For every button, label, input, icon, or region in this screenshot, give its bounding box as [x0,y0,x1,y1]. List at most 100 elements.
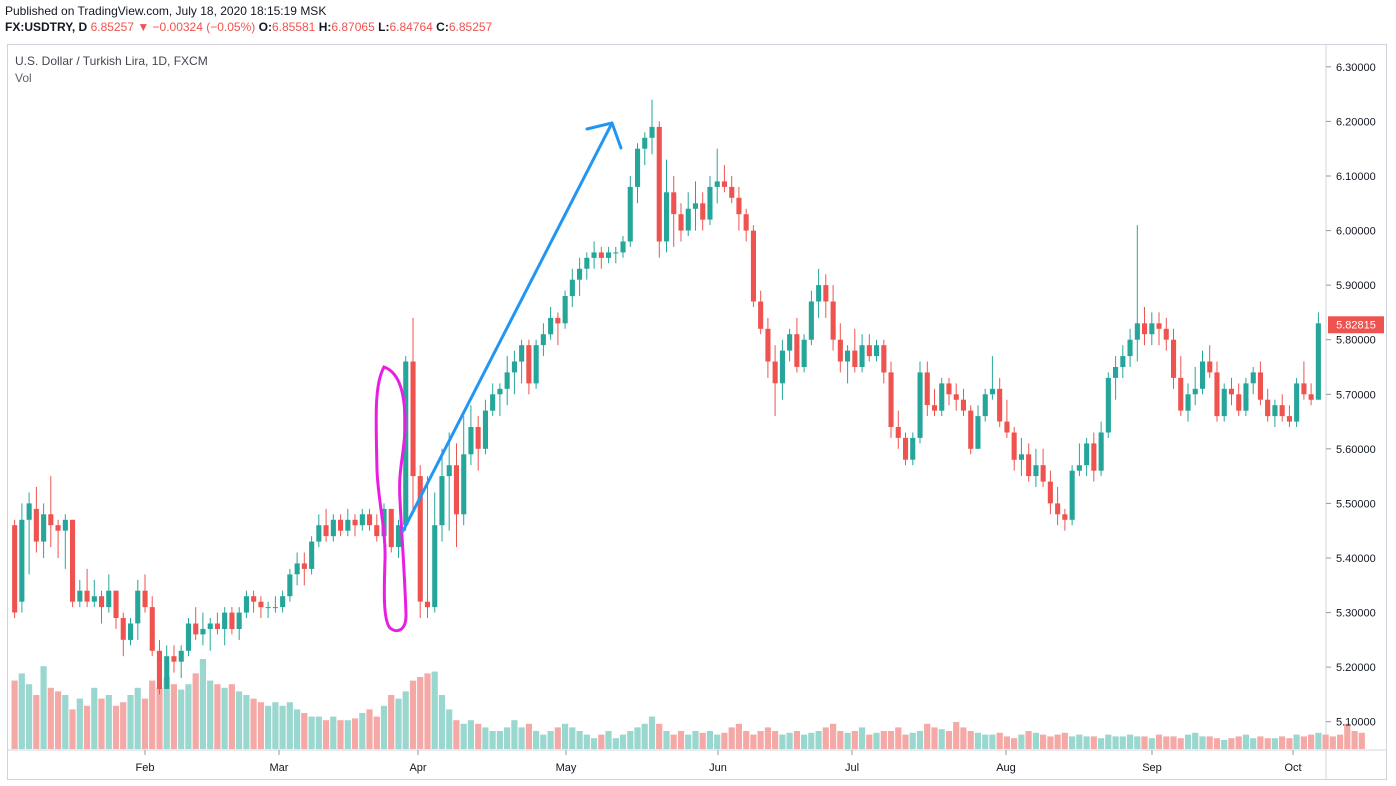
volume-bar [163,677,170,749]
candle-body [309,541,315,569]
candle-body [895,427,901,438]
volume-bar [315,716,322,749]
candle-body [178,650,184,662]
volume-bar [323,720,330,749]
volume-bar [533,731,540,749]
candle-body [374,525,380,537]
price-tag-group: 5.82815 [1328,316,1384,334]
candle-body [1214,372,1220,417]
volume-bar [156,687,163,749]
volume-bar [1177,738,1184,749]
volume-bar [1242,734,1249,749]
volume-bar [424,673,431,749]
volume-bar [1264,738,1271,749]
candle-body [1040,465,1046,482]
volume-bar [1112,736,1119,749]
volume-bar [120,702,127,749]
volume-bar [822,727,829,749]
candle-body [758,301,764,329]
volume-bar [170,684,177,749]
candle-body [1236,394,1242,411]
volume-bar [1351,731,1358,749]
volume-bar [149,680,156,749]
volume-bar [757,731,764,749]
candle-body [1178,377,1184,411]
volume-bar [663,731,670,749]
volume-bar [134,687,141,749]
candle-body [577,268,583,280]
volume-bar [467,720,474,749]
volume-bar [1054,734,1061,749]
volume-bar [1047,736,1054,749]
volume-bar [475,723,482,749]
candle-body [852,350,858,367]
candle-body [816,285,822,302]
volume-bar [1235,736,1242,749]
time-tick-label: Apr [409,762,426,774]
candle-body [504,372,510,389]
volume-bar [1076,734,1083,749]
candle-body [932,405,938,411]
candle-body [1286,416,1292,422]
candle-body [490,394,496,411]
candle-body [482,410,488,449]
volume-bar [26,684,33,749]
volume-bar [670,734,677,749]
close-value: 6.85257 [448,20,493,34]
candle-body [721,181,727,187]
volume-bar [764,727,771,749]
open-value: 6.85581 [271,20,316,34]
volume-bar [1337,734,1344,749]
candle-body [55,525,61,531]
volume-bar [1105,734,1112,749]
candle-body [84,590,90,602]
axes: 6.30000 6.20000 6.10000 6.00000 5.90000 5.800… [136,62,1376,774]
volume-bar [801,734,808,749]
candles [12,99,1321,695]
high-label: H: [318,20,332,34]
volume-bar [236,691,243,749]
volume-bar [895,727,902,749]
candle-body [352,519,358,526]
volume-bar [1300,736,1307,749]
volume-bar [279,705,286,749]
volume-bar [945,731,953,749]
candle-body [359,514,365,526]
volume-bar [887,731,895,749]
candle-body [975,416,981,449]
volume-bar [504,727,511,749]
candle-body [1113,367,1119,378]
candle-body [591,252,597,258]
candle-body [388,508,394,548]
candle-body [135,590,141,624]
candle-body [1011,432,1017,460]
candle-body [569,279,575,297]
open-label: O: [258,20,272,34]
candle-body [939,383,945,411]
volume-bar [91,687,98,749]
candle-body [917,372,923,438]
candle-body [193,623,199,635]
time-tick-label: Oct [1284,762,1301,774]
candle-body [1091,443,1097,471]
volume-bar [960,727,967,749]
candle-body [1279,405,1285,417]
candle-body [830,301,836,340]
volume-bar [431,671,438,749]
volume-bar [866,734,873,749]
candle-body [678,214,684,231]
candle-body [403,361,409,526]
volume-bar [793,731,800,749]
candle-body [656,126,662,242]
candle-body [598,252,604,258]
candle-body [1163,328,1169,340]
candle-body [787,334,793,351]
candle-body [620,241,626,253]
candle-body [200,628,206,635]
volume-bar [373,716,380,749]
volume-bar [1025,731,1032,749]
candle-body [743,214,749,231]
volume-bar [178,689,185,749]
trend-arrow-head [585,121,623,150]
